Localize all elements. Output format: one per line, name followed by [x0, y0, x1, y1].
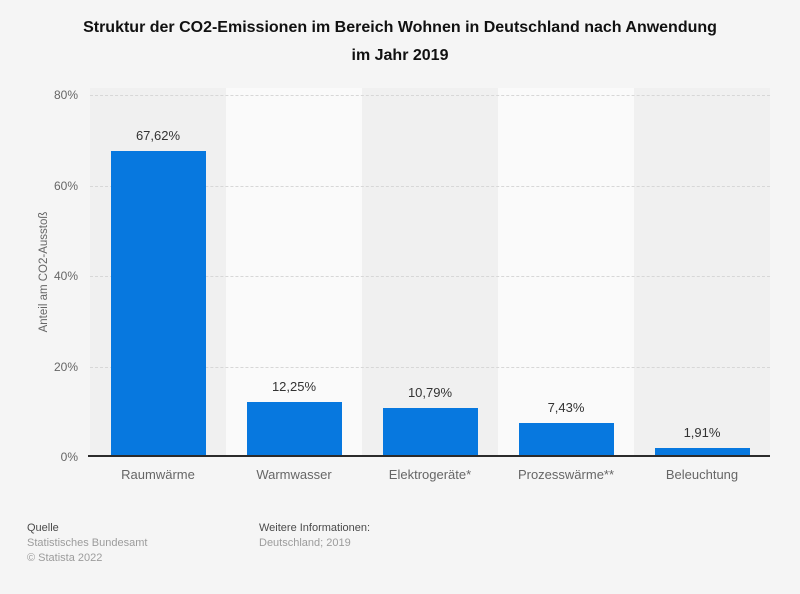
copyright: © Statista 2022 — [27, 552, 103, 564]
column-band — [362, 88, 498, 457]
footer-source-block: Quelle Statistisches Bundesamt © Statist… — [27, 521, 147, 566]
column-band — [634, 88, 770, 457]
bar-value-label: 1,91% — [683, 425, 721, 441]
category-label: Elektrogeräte* — [388, 467, 472, 482]
gridline-40 — [90, 276, 770, 277]
y-tick-label-20: 20% — [53, 359, 78, 374]
bar-Beleuchtung — [654, 448, 750, 457]
gridline-20 — [90, 366, 770, 368]
bar-Raumwärme — [110, 151, 206, 457]
info-label: Weitere Informationen: — [259, 522, 371, 534]
column-band — [498, 88, 634, 457]
category-label: Raumwärme — [121, 467, 195, 482]
gridline-80 — [90, 95, 770, 96]
category-label: Warmwasser — [256, 467, 332, 482]
bar-value-label: 67,62% — [135, 128, 181, 144]
column-band — [226, 88, 362, 457]
bar-Warmwasser — [246, 401, 342, 457]
plot-area: 67,62% 12,25% 10,79% 7,43% 1,91% — [90, 88, 770, 457]
category-label: Prozesswärme** — [517, 467, 615, 482]
bar-value-label: 12,25% — [271, 378, 317, 394]
x-axis-line — [88, 455, 770, 457]
x-axis-category-labels: Raumwärme Warmwasser Elektrogeräte* Prozess… — [90, 466, 770, 484]
chart-title-line2: im Jahr 2019 — [351, 47, 449, 64]
bar-Prozesswärme** — [518, 423, 614, 457]
gridline-60 — [90, 185, 770, 187]
chart-title: Struktur der CO2-Emissionen im Bereich W… — [0, 14, 800, 70]
chart-area: Anteil am CO2-Ausstoß 67,62% 12,25% 10,79%… — [38, 88, 770, 484]
source-name: Statistisches Bundesamt — [27, 537, 148, 549]
y-tick-label-0: 0% — [60, 450, 78, 464]
footer-info-block: Weitere Informationen: Deutschland; 2019 — [259, 521, 370, 551]
category-label: Beleuchtung — [665, 467, 739, 482]
y-tick-label-40: 40% — [53, 269, 78, 283]
chart-title-line1: Struktur der CO2-Emissionen im Bereich W… — [83, 19, 717, 36]
info-value: Deutschland; 2019 — [259, 537, 351, 549]
bar-Elektrogeräte* — [382, 408, 478, 457]
bar-value-label: 7,43% — [547, 400, 585, 416]
y-tick-label-80: 80% — [53, 88, 78, 102]
bar-value-label: 10,79% — [407, 385, 453, 401]
y-tick-label-60: 60% — [53, 178, 78, 193]
source-label: Quelle — [27, 522, 59, 534]
